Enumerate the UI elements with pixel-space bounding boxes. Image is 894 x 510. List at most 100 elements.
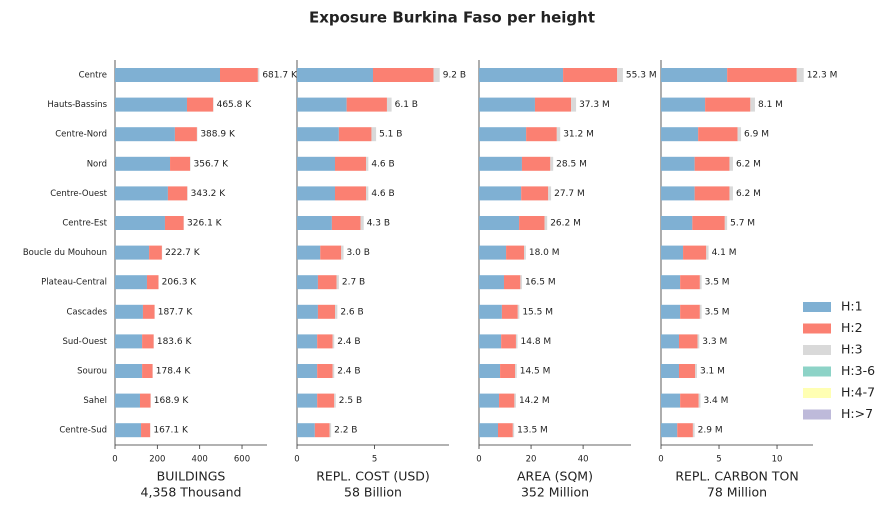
bar-segment (115, 275, 147, 290)
total-label: 6.2 M (736, 159, 761, 169)
x-axis-sublabel: 58 Billion (344, 485, 402, 500)
y-tick-label: Centre-Nord (55, 130, 107, 140)
bar-segment (297, 156, 335, 171)
legend-swatch (803, 345, 831, 355)
bar-segment (506, 245, 525, 260)
bar-segment (186, 97, 214, 112)
bar-segment (433, 68, 440, 82)
bar-segment (678, 334, 698, 349)
bar-segment (515, 364, 517, 378)
bar-segment (297, 216, 332, 230)
total-label: 3.1 M (700, 367, 725, 377)
total-label: 28.5 M (556, 159, 587, 169)
bar-segment (479, 97, 535, 112)
x-tick-label: 10 (772, 455, 783, 465)
x-tick-label: 400 (192, 455, 208, 465)
bar-segment (515, 334, 518, 349)
total-label: 3.5 M (705, 278, 730, 288)
bar-segment (297, 127, 339, 142)
bar-segment (164, 216, 184, 230)
total-label: 6.2 M (736, 189, 761, 199)
y-tick-label: Hauts-Bassins (47, 100, 107, 110)
bar-segment (314, 423, 330, 438)
bar-segment (683, 245, 707, 260)
bar-segment (499, 393, 515, 408)
bar-segment (115, 68, 221, 82)
bar-segment (705, 97, 751, 112)
bar-segment (297, 68, 373, 82)
bar-segment (729, 186, 733, 201)
legend-label: H:2 (841, 320, 863, 335)
bar-segment (479, 334, 502, 349)
total-label: 9.2 B (443, 71, 466, 81)
bar-segment (694, 186, 730, 201)
total-label: 4.6 B (371, 189, 394, 199)
x-axis-label: BUILDINGS (157, 469, 226, 484)
bar-segment (521, 156, 551, 171)
bar-segment (115, 364, 143, 378)
total-label: 15.5 M (522, 307, 553, 317)
x-tick-label: 0 (112, 455, 117, 465)
bar-segment (534, 97, 572, 112)
total-label: 343.2 K (191, 189, 227, 199)
y-tick-label: Plateau-Central (41, 278, 107, 288)
x-tick-label: 0 (294, 455, 299, 465)
total-label: 16.5 M (525, 278, 556, 288)
legend-label: H:4-7 (841, 385, 875, 400)
total-label: 167.1 K (153, 426, 189, 436)
x-tick-label: 0 (476, 455, 481, 465)
bar-segment (680, 304, 700, 319)
bar-segment (115, 156, 171, 171)
y-tick-label: Boucle du Mouhoun (23, 248, 107, 258)
bar-segment (697, 334, 700, 349)
bar-segment (661, 304, 681, 319)
bar-segment (724, 216, 728, 230)
bar-segment (170, 156, 191, 171)
bar-segment (479, 245, 507, 260)
total-label: 14.5 M (520, 367, 551, 377)
bar-segment (115, 393, 140, 408)
bar-segment (694, 156, 730, 171)
bar-segment (317, 393, 335, 408)
x-axis-sublabel: 4,358 Thousand (141, 485, 242, 500)
bar-segment (297, 97, 347, 112)
total-label: 6.1 B (395, 100, 418, 110)
bar-segment (661, 245, 684, 260)
bar-segment (680, 393, 699, 408)
bar-segment (115, 127, 175, 142)
bar-segment (479, 216, 520, 230)
bar-segment (142, 334, 154, 349)
bar-segment (661, 156, 695, 171)
bar-segment (692, 216, 725, 230)
total-label: 8.1 M (758, 100, 783, 110)
total-label: 3.0 B (347, 248, 370, 258)
legend-swatch (803, 323, 831, 334)
bar-segment (698, 393, 701, 408)
bar-segment (142, 304, 155, 319)
legend-label: H:>7 (841, 406, 873, 421)
total-label: 3.3 M (702, 337, 727, 347)
bar-segment (661, 97, 706, 112)
x-tick-label: 5 (372, 455, 377, 465)
bar-segment (550, 156, 554, 171)
bar-segment (332, 334, 335, 349)
bar-segment (115, 97, 187, 112)
bar-segment (297, 364, 318, 378)
y-tick-label: Centre-Sud (59, 426, 107, 436)
total-label: 14.8 M (521, 337, 552, 347)
bar-segment (167, 186, 188, 201)
total-label: 13.5 M (517, 426, 548, 436)
bar-segment (142, 364, 153, 378)
bar-segment (366, 186, 369, 201)
chart-title: Exposure Burkina Faso per height (309, 9, 595, 27)
total-label: 2.4 B (337, 367, 360, 377)
total-label: 5.7 M (730, 219, 755, 229)
legend-label: H:3-6 (841, 363, 875, 378)
bar-segment (699, 304, 702, 319)
bar-segment (692, 423, 695, 438)
total-label: 26.2 M (550, 219, 581, 229)
bar-segment (479, 156, 522, 171)
y-tick-label: Centre-Est (62, 219, 107, 229)
y-tick-label: Sahel (83, 396, 107, 406)
legend-swatch (803, 302, 831, 312)
